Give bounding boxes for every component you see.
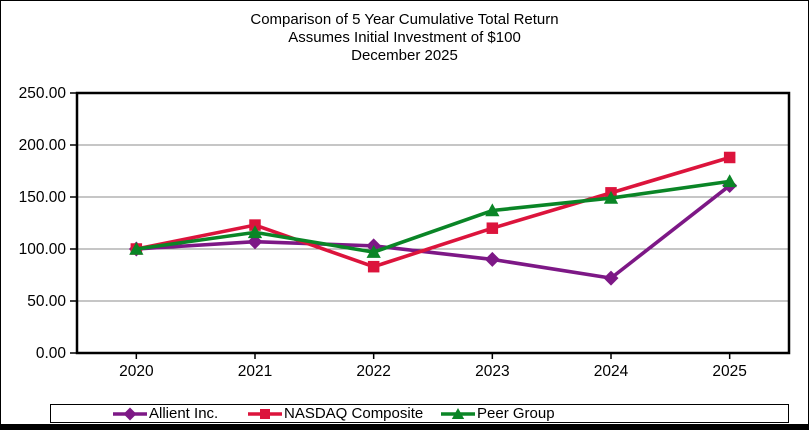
chart-title: Comparison of 5 Year Cumulative Total Re…: [1, 11, 808, 65]
y-tick-label: 50.00: [27, 293, 66, 310]
y-tick-label: 0.00: [36, 345, 67, 362]
triangle-legend-marker-icon: [441, 407, 475, 419]
data-point-marker: [366, 244, 381, 258]
data-point-marker: [367, 260, 380, 273]
data-point-marker: [603, 190, 619, 204]
legend-label: Allient Inc.: [149, 405, 219, 422]
data-point-marker: [486, 222, 499, 234]
data-point-marker: [249, 219, 261, 231]
y-tick-label: 100.00: [19, 241, 67, 258]
data-point-marker: [129, 241, 144, 255]
legend-item-allient-inc: Allient Inc.: [112, 405, 218, 422]
chart-title-line2: Assumes Initial Investment of $100: [288, 29, 521, 46]
square-legend-marker-icon: [248, 408, 282, 419]
y-tick-label: 200.00: [19, 137, 67, 154]
diamond-legend-marker-icon: [113, 407, 147, 420]
chart-title-line1: Comparison of 5 Year Cumulative Total Re…: [250, 11, 559, 28]
chart-title-line3: December 2025: [351, 47, 458, 64]
x-tick-label: 2023: [475, 363, 509, 380]
series-line: [134, 179, 732, 254]
legend-label: Peer Group: [477, 405, 555, 422]
data-point-marker: [722, 174, 737, 188]
data-point-marker: [247, 225, 263, 239]
legend-label: NASDAQ Composite: [284, 405, 424, 422]
x-tick-label: 2022: [356, 363, 390, 380]
chart-legend: Allient Inc. NASDAQ Composite Peer Group: [50, 404, 789, 423]
legend-item-nasdaq-composite: NASDAQ Composite: [247, 405, 423, 422]
legend-item-peer-group: Peer Group: [440, 405, 555, 422]
data-point-marker: [484, 251, 500, 267]
x-tick-label: 2024: [594, 363, 629, 380]
series-line: [134, 183, 732, 280]
plot-border: [75, 91, 791, 355]
data-point-marker: [723, 151, 736, 164]
data-point-marker: [603, 270, 619, 286]
bottom-border-bar: [1, 424, 808, 429]
y-tick-label: 250.00: [19, 85, 67, 102]
data-point-marker: [485, 203, 500, 217]
x-tick-label: 2025: [712, 363, 746, 380]
series-line: [134, 155, 732, 269]
x-tick-label: 2021: [238, 363, 272, 380]
x-tick-label: 2020: [119, 363, 154, 380]
y-tick-label: 150.00: [19, 189, 67, 206]
